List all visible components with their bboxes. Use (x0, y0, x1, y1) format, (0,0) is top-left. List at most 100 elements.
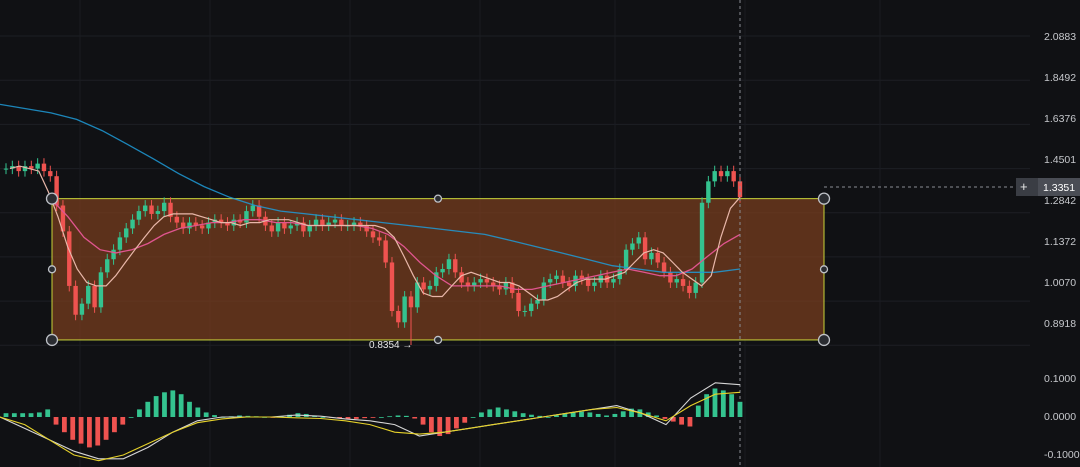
macd-histogram-bar (378, 417, 384, 418)
candle-body (560, 275, 566, 283)
resize-handle[interactable] (433, 194, 443, 203)
candle-body (535, 300, 540, 304)
candle-body (579, 275, 585, 280)
macd-histogram-bar (437, 417, 443, 436)
macd-histogram-bar (195, 407, 201, 417)
candle-body (35, 163, 40, 169)
candle-body (547, 279, 553, 283)
price-tick: 1.2842 (1044, 195, 1076, 207)
candle-body (699, 202, 705, 283)
candle-body (117, 237, 123, 250)
macd-histogram-bar (462, 417, 468, 423)
candle-body (250, 205, 255, 212)
macd-histogram-bar (187, 401, 192, 417)
candle-body (446, 259, 452, 270)
macd-histogram-bar (612, 413, 618, 417)
macd-histogram-bar (78, 417, 84, 444)
candle-body (649, 252, 654, 260)
price-axis: 2.0883 1.8492 1.6376 1.4501 1.2842 1.137… (1044, 31, 1076, 330)
candle-body (661, 262, 667, 273)
macd-histogram-bar (562, 413, 568, 417)
price-tick: 0.8918 (1044, 318, 1076, 330)
macd-histogram-bar (128, 417, 134, 418)
resize-handle[interactable] (433, 335, 443, 345)
resize-handle[interactable] (817, 192, 831, 205)
candle-body (225, 222, 230, 226)
crosshair-plus-icon[interactable]: + (1020, 179, 1028, 194)
candle-body (636, 237, 641, 244)
macd-histogram-bar (512, 411, 518, 417)
candle-body (79, 303, 85, 315)
candle-body (674, 279, 679, 283)
candle-body (86, 285, 91, 304)
candle-body (459, 272, 464, 283)
candle-body (332, 219, 338, 223)
macd-histogram-bar (45, 409, 51, 417)
candle-body (453, 259, 458, 273)
macd-histogram-bar (487, 409, 493, 417)
macd-histogram-bar (529, 414, 534, 417)
macd-histogram-bar (729, 394, 735, 417)
candle-body (22, 166, 28, 172)
candle-body (73, 285, 78, 315)
candle-body (193, 222, 199, 226)
candle-body (174, 216, 180, 223)
candle-body (566, 282, 572, 286)
macd-histogram-bar (245, 415, 251, 417)
candle-body (383, 240, 388, 263)
candle-body (136, 211, 142, 220)
macd-histogram-bar (695, 405, 701, 417)
macd-panel (0, 382, 743, 462)
macd-histogram-bar (720, 390, 726, 417)
resize-handle[interactable] (45, 333, 59, 347)
candle-body (573, 275, 578, 286)
candle-body (623, 249, 629, 270)
highlight-range-rectangle[interactable] (51, 198, 825, 341)
macd-histogram-bar (320, 417, 326, 418)
macd-histogram-bar (662, 417, 668, 419)
candle-body (503, 282, 509, 290)
candle-body (244, 211, 249, 223)
price-tick: 1.6376 (1044, 113, 1076, 125)
macd-histogram-bar (403, 415, 409, 417)
macd-histogram-bar (11, 413, 17, 417)
candle-body (149, 205, 154, 214)
macd-histogram-bar (203, 412, 209, 417)
moving-average-short-line (9, 165, 741, 301)
macd-histogram-bar (620, 411, 626, 417)
candle-body (611, 279, 616, 283)
candle-body (402, 296, 407, 323)
macd-histogram-bar (704, 394, 710, 417)
signal-line (0, 391, 741, 462)
rectangle-handles[interactable] (45, 192, 831, 347)
macd-histogram-bar (470, 417, 476, 418)
candle-body (313, 219, 319, 226)
candle-body (554, 275, 559, 280)
resize-handle[interactable] (817, 333, 831, 347)
macd-histogram-bar (370, 417, 376, 418)
candle-body (161, 202, 167, 212)
macd-histogram-bar (153, 396, 159, 417)
macd-histogram-bar (570, 412, 576, 417)
candle-body (680, 279, 686, 286)
resize-handle[interactable] (819, 265, 829, 274)
candle-body (421, 282, 426, 290)
price-tick: 1.4501 (1044, 154, 1076, 166)
macd-histogram-bar (120, 417, 126, 425)
macd-histogram-bar (545, 417, 551, 418)
macd-histogram-bar (61, 417, 67, 433)
macd-histogram-bar (737, 401, 743, 417)
current-price-tag[interactable]: + 1.3351 (1016, 178, 1080, 196)
resize-handle[interactable] (47, 265, 57, 274)
candle-body (472, 282, 477, 286)
resize-handle[interactable] (45, 192, 59, 205)
macd-histogram-bar (87, 417, 92, 448)
low-price-label: 0.8354 → (369, 340, 412, 351)
macd-histogram-bar (53, 417, 59, 425)
macd-axis: 0.1000 0.0000 -0.1000 (1044, 373, 1080, 461)
candle-body (130, 219, 135, 229)
macd-histogram-bar (454, 417, 459, 429)
macd-tick: -0.1000 (1044, 449, 1080, 461)
price-tick: 1.8492 (1044, 72, 1076, 84)
